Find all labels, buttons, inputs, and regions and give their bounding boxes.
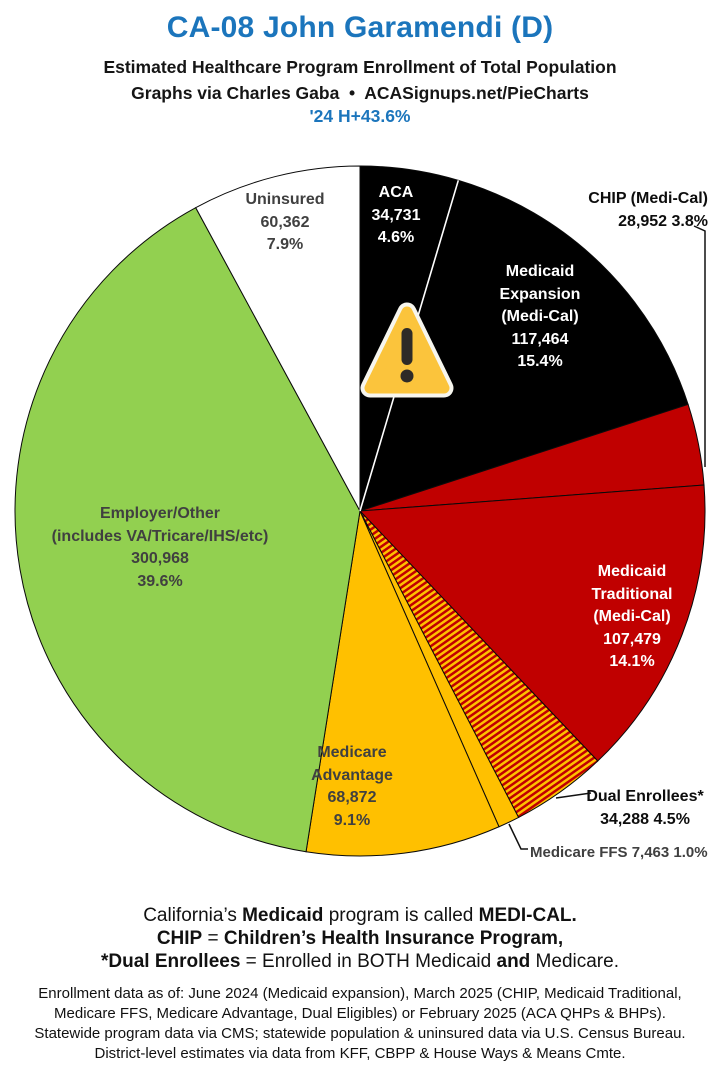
label-line: 34,731 [371, 206, 421, 224]
note-line: California’s Medicaid program is called … [143, 905, 577, 926]
dual-leader-line [555, 792, 592, 799]
pie-slice-uninsured [195, 165, 361, 512]
label-line: Medicaid [597, 563, 667, 580]
chip-leader-line [693, 225, 706, 467]
footer-line: Statewide program data via CMS; statewid… [34, 1025, 686, 1042]
footer-line: Medicare FFS, Medicare Advantage, Dual E… [54, 1005, 666, 1022]
label-line: 107,479 [603, 630, 661, 648]
label-line: 15.4% [517, 353, 563, 370]
label-line: 117,464 [511, 330, 569, 348]
label-line: 68,872 [327, 789, 377, 806]
label-line: 7.9% [266, 236, 304, 253]
label-line: CHIP (Medi-Cal) [588, 190, 708, 207]
label-dual-enrollees: Dual Enrollees* 34,288 4.5% [565, 786, 720, 831]
label-line: Medicare FFS 7,463 1.0% [530, 844, 708, 861]
data-source-footer: Enrollment data as of: June 2024 (Medica… [0, 984, 720, 1064]
label-chip: CHIP (Medi-Cal) 28,952 3.8% [508, 188, 708, 233]
pie-chart [14, 165, 706, 857]
label-line: Uninsured [245, 191, 325, 208]
pie-slices [14, 165, 706, 857]
footer-line: Enrollment data as of: June 2024 (Medica… [38, 985, 682, 1002]
label-line: (includes VA/Tricare/IHS/etc) [51, 527, 269, 545]
warning-icon [360, 302, 454, 398]
label-line: 300,968 [131, 550, 189, 567]
pie-slice-medicaid-expansion [359, 179, 689, 512]
label-line: 39.6% [137, 572, 183, 590]
definitions-note: California’s Medicaid program is called … [0, 904, 720, 973]
label-line: ACA [378, 184, 414, 201]
subtitle-line2: Graphs via Charles Gaba • ACASignups.net… [131, 83, 589, 103]
label-line: 28,952 3.8% [618, 212, 708, 230]
label-medicare-advantage: Medicare Advantage 68,872 9.1% [272, 742, 432, 832]
enrollment-change-badge: '24 H+43.6% [309, 106, 411, 126]
note-line: *Dual Enrollees = Enrolled in BOTH Medic… [101, 951, 619, 972]
label-line: (Medi-Cal) [501, 308, 579, 325]
label-line: (Medi-Cal) [593, 608, 671, 625]
footer-line: District-level estimates via data from K… [94, 1045, 626, 1062]
pie-slice-employer-other [14, 206, 361, 853]
subtitle-line1: Estimated Healthcare Program Enrollment … [103, 57, 617, 77]
label-line: Advantage [311, 766, 393, 784]
pie-slice-medicaid-traditional [358, 484, 706, 762]
label-line: 4.6% [377, 229, 415, 246]
label-employer-other: Employer/Other (includes VA/Tricare/IHS/… [20, 503, 300, 593]
label-medicaid-expansion: Medicaid Expansion (Medi-Cal) 117,464 15… [460, 261, 620, 374]
label-line: Expansion [499, 285, 581, 303]
label-line: Dual Enrollees* [586, 788, 704, 805]
label-line: Employer/Other [99, 505, 221, 522]
label-uninsured: Uninsured 60,362 7.9% [205, 189, 365, 257]
pie-overlay [359, 180, 706, 850]
label-line: 60,362 [260, 213, 310, 231]
note-line: CHIP = Children’s Health Insurance Progr… [156, 928, 564, 949]
label-medicare-ffs: Medicare FFS 7,463 1.0% [530, 843, 720, 863]
label-line: Medicare [317, 744, 387, 761]
label-aca: ACA 34,731 4.6% [316, 182, 476, 250]
page-title: CA-08 John Garamendi (D) [166, 11, 554, 44]
label-medicaid-traditional: Medicaid Traditional (Medi-Cal) 107,479 … [552, 561, 712, 674]
label-line: 9.1% [333, 811, 371, 829]
label-line: 34,288 4.5% [600, 810, 690, 828]
label-line: Medicaid [505, 263, 575, 280]
label-line: 14.1% [609, 653, 655, 670]
label-line: Traditional [591, 585, 673, 603]
ffs-leader-line [508, 823, 528, 850]
pie-slice-medicare-advantage [305, 509, 500, 857]
